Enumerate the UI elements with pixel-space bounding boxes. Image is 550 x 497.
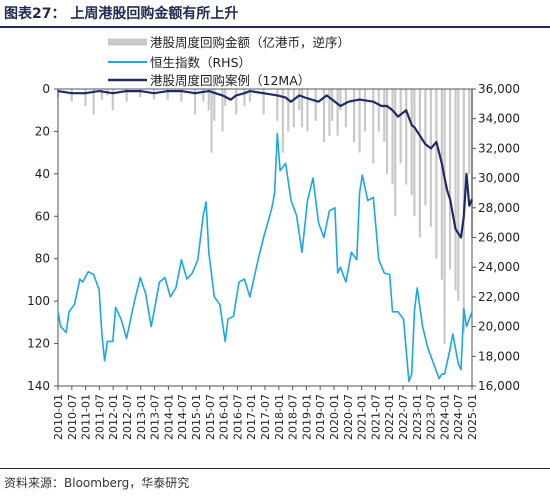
x-tick-label: 2017-01: [245, 394, 258, 440]
title-rule: [0, 26, 550, 28]
series-lines: [57, 90, 474, 383]
left-tick-label: 80: [35, 252, 50, 266]
x-tick-label: 2012-01: [107, 394, 120, 440]
legend-buyback-cases-12ma-label: 港股周度回购案例（12MA）: [150, 73, 310, 88]
x-tick-label: 2022-07: [397, 394, 410, 440]
left-tick-label: 0: [42, 82, 50, 96]
x-tick-label: 2019-01: [300, 394, 313, 440]
x-tick-label: 2010-07: [66, 394, 79, 440]
axes: 0 20 40 60 80 100 120 140 16,000 18,000 20,000 22,0…: [27, 82, 520, 440]
right-tick-label: 34,000: [478, 112, 520, 126]
x-tick-label: 2024-07: [452, 394, 465, 440]
x-tick-label: 2024-01: [438, 394, 451, 440]
x-tick-label: 2011-01: [80, 394, 93, 440]
x-tick-label: 2014-01: [162, 394, 175, 440]
right-tick-label: 30,000: [478, 171, 520, 185]
x-tick-label: 2012-07: [121, 394, 134, 440]
chart-svg: 0 20 40 60 80 100 120 140 16,000 18,000 20,000 22,0…: [27, 35, 520, 440]
left-tick-label: 100: [27, 294, 50, 308]
x-tick-label: 2021-07: [369, 394, 382, 440]
x-tick-label: 2018-07: [287, 394, 300, 440]
x-tick-label: 2023-07: [425, 394, 438, 440]
x-tick-label: 2018-01: [273, 394, 286, 440]
right-tick-label: 26,000: [478, 231, 520, 245]
buyback-amount-bars: [56, 89, 474, 344]
left-tick-label: 60: [35, 209, 50, 223]
x-tick-label: 2013-01: [135, 394, 148, 440]
x-tick-label: 2016-01: [218, 394, 231, 440]
source-rule: [0, 468, 550, 469]
legend: 港股周度回购金额（亿港币，逆序） 恒生指数（RHS） 港股周度回购案例（12MA）: [108, 35, 350, 88]
x-tick-label: 2013-07: [149, 394, 162, 440]
x-tick-label: 2014-07: [176, 394, 189, 440]
right-tick-label: 36,000: [478, 82, 520, 96]
x-tick-label: 2022-01: [383, 394, 396, 440]
left-tick-label: 120: [27, 337, 50, 351]
right-tick-label: 28,000: [478, 201, 520, 215]
x-tick-label: 2019-07: [314, 394, 327, 440]
x-tick-label: 2021-01: [356, 394, 369, 440]
right-tick-label: 32,000: [478, 141, 520, 155]
hang-seng-index-line: [57, 132, 473, 383]
left-tick-label: 20: [35, 124, 50, 138]
right-tick-label: 24,000: [478, 260, 520, 274]
right-tick-label: 18,000: [478, 349, 520, 363]
x-tick-label: 2023-01: [411, 394, 424, 440]
right-tick-label: 22,000: [478, 290, 520, 304]
legend-hang-seng-index-label: 恒生指数（RHS）: [150, 55, 251, 70]
x-tick-label: 2025-01: [466, 394, 479, 440]
left-tick-label: 140: [27, 379, 50, 393]
right-tick-label: 16,000: [478, 379, 520, 393]
x-tick-label: 2020-07: [342, 394, 355, 440]
x-tick-label: 2020-01: [328, 394, 341, 440]
right-tick-label: 20,000: [478, 320, 520, 334]
x-tick-label: 2017-07: [259, 394, 272, 440]
left-tick-label: 40: [35, 167, 50, 181]
x-tick-label: 2015-07: [204, 394, 217, 440]
source-note: 资料来源：Bloomberg，华泰研究: [4, 476, 190, 490]
x-tick-label: 2010-01: [52, 394, 65, 440]
x-tick-label: 2015-01: [190, 394, 203, 440]
x-tick-label: 2016-07: [231, 394, 244, 440]
figure-title: 图表27： 上周港股回购金额有所上升: [4, 6, 239, 22]
x-tick-label: 2011-07: [93, 394, 106, 440]
buyback-cases-12ma-line: [57, 90, 474, 239]
legend-buyback-amount-label: 港股周度回购金额（亿港币，逆序）: [150, 35, 350, 50]
